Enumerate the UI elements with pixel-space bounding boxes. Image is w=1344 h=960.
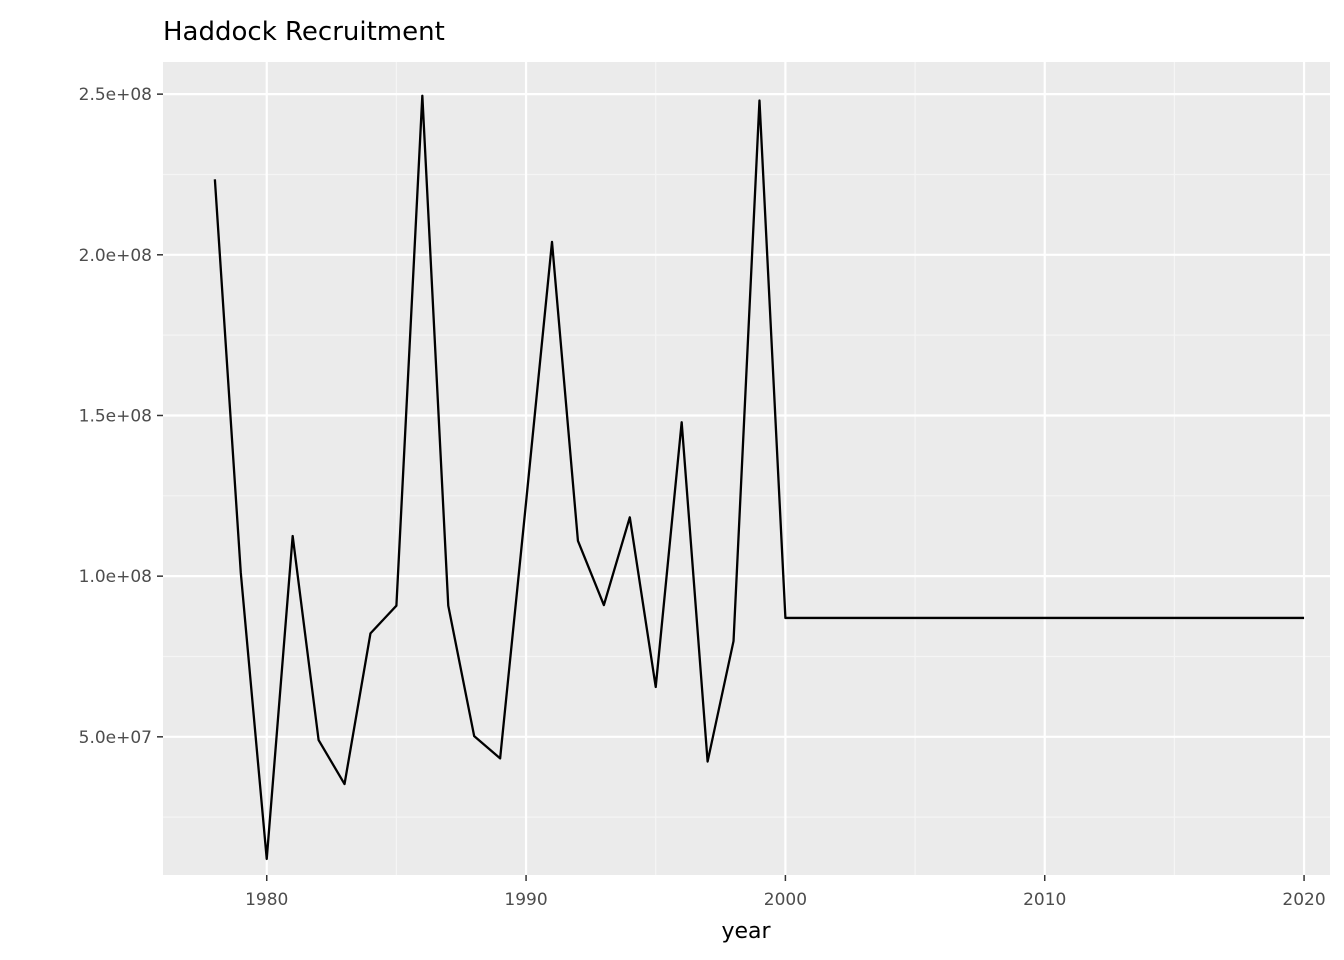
x-axis: 1980 1990 2000 2010 2020 <box>245 875 1326 910</box>
x-axis-title: year <box>721 919 771 944</box>
x-tick-label: 1980 <box>245 890 288 910</box>
major-gridlines <box>163 62 1330 875</box>
minor-gridlines <box>163 62 1330 875</box>
series-layer <box>213 94 1305 861</box>
x-tick-label: 2010 <box>1023 890 1066 910</box>
x-tick-label: 2020 <box>1282 890 1325 910</box>
plot-panel <box>163 62 1330 875</box>
x-tick-label: 1990 <box>504 890 547 910</box>
y-tick-label: 1.5e+08 <box>79 406 152 426</box>
y-tick-label: 5.0e+07 <box>79 728 152 748</box>
y-tick-label: 2.0e+08 <box>79 246 152 266</box>
chart-title: Haddock Recruitment <box>163 17 445 47</box>
y-tick-label: 1.0e+08 <box>79 567 152 587</box>
y-axis: 5.0e+07 1.0e+08 1.5e+08 2.0e+08 2.5e+08 <box>79 85 163 748</box>
x-tick-label: 2000 <box>764 890 807 910</box>
series-line-recruitment <box>213 94 1305 861</box>
y-tick-label: 2.5e+08 <box>79 85 152 105</box>
